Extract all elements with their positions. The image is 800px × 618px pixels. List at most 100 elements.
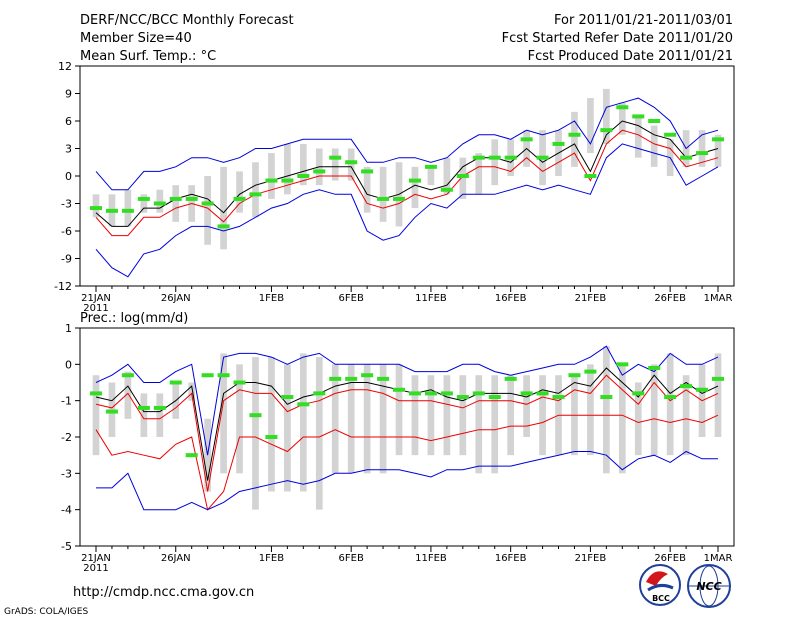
precip-y-tick-label: -5 (61, 540, 72, 553)
temp-observed-marker (712, 137, 724, 142)
precip-observed-marker (472, 391, 485, 396)
temp-ensemble-box (475, 153, 483, 195)
temp-y-tick-label: 6 (65, 115, 72, 128)
temp-observed-marker (377, 196, 390, 201)
temp-observed-marker (105, 208, 118, 213)
temperature-x-axis: 21JAN 26JAN 1FEB 6FEB 11FEB 16FEB 21FEB 26FEB 1M… (81, 286, 732, 314)
precip-ensemble-box (315, 357, 323, 510)
temp-ensemble-box (124, 189, 132, 227)
temp-y-tick-label: -12 (54, 280, 72, 293)
temp-observed-marker (696, 151, 709, 156)
temp-ensemble-box (347, 148, 355, 181)
temp-observed-marker (680, 155, 693, 160)
precipitation-x-axis: 21JAN 26JAN 1FEB 6FEB 11FEB 16FEB 21FEB 26FEB 1M… (81, 546, 732, 574)
precip-y-tick-label: 0 (65, 358, 72, 371)
temp-observed-marker (440, 187, 453, 192)
temp-observed-marker (584, 174, 597, 178)
temp-ensemble-mean-line (95, 129, 719, 237)
precip-ensemble-box (411, 375, 419, 456)
precip-observed-marker (600, 395, 613, 400)
temp-lower-bound-line (95, 143, 719, 278)
temp-y-tick-label: -6 (61, 225, 72, 238)
precip-ensemble-median-line (95, 367, 719, 481)
variable-label-temp: Mean Surf. Temp.: °C (80, 49, 216, 64)
precip-ensemble-box (443, 375, 451, 456)
temp-observed-marker (488, 155, 501, 160)
precip-ensemble-box (236, 364, 243, 474)
precip-ensemble-box (140, 393, 148, 437)
ncc-logo-text: NCC (696, 580, 721, 593)
temp-observed-marker (600, 128, 613, 133)
temp-observed-marker (408, 178, 421, 183)
temp-ensemble-box (268, 153, 275, 199)
temp-x-tick-label: 1MAR (704, 293, 733, 304)
precip-ensemble-box (587, 364, 594, 456)
precip-observed-marker (568, 373, 581, 378)
precip-observed-marker (504, 376, 517, 381)
precip-ensemble-box (188, 382, 196, 401)
precip-ensemble-box (427, 375, 435, 456)
precip-observed-marker (201, 373, 214, 378)
temp-observed-marker (281, 178, 294, 183)
precip-ensemble-box (379, 364, 387, 474)
temp-x-tick-label: 21FEB (575, 293, 607, 304)
temp-ensemble-box (427, 166, 435, 186)
precip-ensemble-box (363, 364, 371, 474)
precip-observed-marker (153, 405, 166, 410)
temp-observed-marker (185, 196, 198, 201)
temp-ensemble-box (379, 166, 387, 222)
precip-y-tick-label: -4 (61, 504, 72, 517)
precip-observed-marker (281, 395, 294, 400)
precip-y-tick-label: -3 (61, 467, 72, 480)
figure-title: DERF/NCC/BCC Monthly Forecast (80, 13, 294, 28)
precip-x-tick-label: 11FEB (415, 553, 447, 564)
variable-label-precip: Prec.: log(mm/d) (80, 311, 188, 326)
temp-ensemble-box (252, 162, 259, 218)
precip-ensemble-box (347, 364, 355, 474)
precip-observed-marker (217, 373, 230, 378)
precip-ensemble-box (650, 364, 658, 456)
temp-ensemble-box (634, 116, 642, 158)
temp-observed-marker (552, 141, 565, 146)
precip-observed-marker (105, 409, 118, 414)
temp-observed-marker (153, 201, 166, 206)
precip-x-tick-label: 1MAR (704, 553, 733, 564)
temp-ensemble-box (571, 111, 578, 167)
temp-observed-marker (169, 196, 182, 201)
temp-ensemble-box (140, 194, 148, 213)
forecast-produced-date: Fcst Produced Date 2011/01/21 (528, 49, 733, 64)
precip-observed-marker (616, 362, 629, 367)
temp-ensemble-box (172, 185, 180, 222)
temperature-y-axis: -12 -9 -6 -3 0 3 6 9 12 (54, 60, 80, 293)
temp-ensemble-median-line (95, 120, 719, 227)
temp-ensemble-box (650, 125, 658, 167)
precip-ensemble-box (459, 375, 467, 456)
temp-ensemble-box (204, 176, 211, 245)
temp-ensemble-box (92, 194, 100, 218)
temp-ensemble-box (443, 157, 451, 195)
temp-ensemble-box (220, 166, 227, 250)
precip-ensemble-box (714, 353, 722, 437)
precip-observed-marker (90, 391, 102, 396)
precip-observed-marker (121, 373, 134, 378)
precipitation-panel: -5 -4 -3 -2 -1 0 1 21JAN 26JAN 1FEB 6FEB 11FEB 16FE… (61, 322, 735, 574)
precip-ensemble-box (124, 371, 132, 419)
temp-x-tick-label: 11FEB (415, 293, 447, 304)
precip-ensemble-box (618, 364, 626, 474)
precip-x-tick-label: 26JAN (161, 553, 191, 564)
temp-observed-marker (361, 169, 374, 174)
bcc-logo-text: BCC (652, 594, 670, 603)
precip-ensemble-box (491, 375, 499, 474)
precip-ensemble-box (156, 393, 164, 437)
temp-y-tick-label: 0 (65, 170, 72, 183)
temp-observed-marker (297, 174, 310, 178)
ncc-logo: NCC (687, 564, 731, 608)
temperature-boxes (92, 88, 722, 250)
precipitation-observed (90, 362, 724, 458)
precip-observed-marker (329, 376, 342, 381)
temp-x-tick-label: 1FEB (259, 293, 284, 304)
precip-ensemble-box (395, 364, 403, 456)
temp-observed-marker (217, 224, 230, 229)
precip-observed-marker (408, 391, 421, 396)
precip-observed-marker (456, 395, 469, 400)
